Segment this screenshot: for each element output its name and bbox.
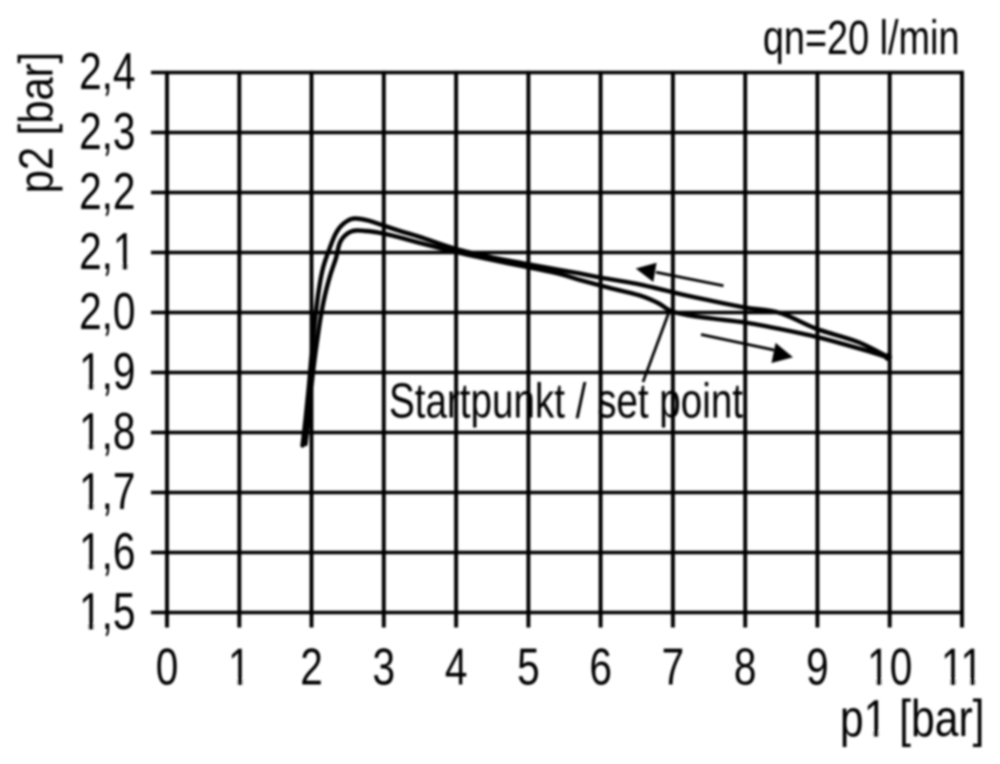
svg-text:9: 9: [806, 638, 829, 696]
svg-text:2,2: 2,2: [79, 162, 135, 220]
svg-text:2,1: 2,1: [79, 222, 135, 280]
svg-text:6: 6: [589, 638, 612, 696]
svg-text:p1 [bar]: p1 [bar]: [840, 690, 985, 748]
svg-text:5: 5: [517, 638, 540, 696]
svg-text:2: 2: [300, 638, 323, 696]
svg-text:8: 8: [734, 638, 757, 696]
svg-text:1: 1: [228, 638, 251, 696]
svg-text:1,9: 1,9: [79, 342, 135, 400]
svg-text:qn=20 l/min: qn=20 l/min: [763, 12, 960, 66]
svg-text:3: 3: [373, 638, 396, 696]
svg-text:2,3: 2,3: [79, 102, 135, 160]
svg-text:1,5: 1,5: [79, 582, 135, 640]
svg-text:1,8: 1,8: [79, 402, 135, 460]
svg-text:1,6: 1,6: [79, 522, 135, 580]
svg-text:2,0: 2,0: [79, 282, 135, 340]
svg-text:7: 7: [662, 638, 685, 696]
svg-text:11: 11: [941, 638, 983, 696]
svg-text:p2 [bar]: p2 [bar]: [9, 52, 63, 194]
svg-text:Startpunkt / set point: Startpunkt / set point: [389, 374, 743, 429]
svg-text:2,4: 2,4: [79, 42, 135, 100]
svg-text:10: 10: [867, 638, 912, 696]
svg-text:1,7: 1,7: [79, 462, 135, 520]
svg-text:4: 4: [445, 638, 468, 696]
svg-text:0: 0: [156, 638, 179, 696]
